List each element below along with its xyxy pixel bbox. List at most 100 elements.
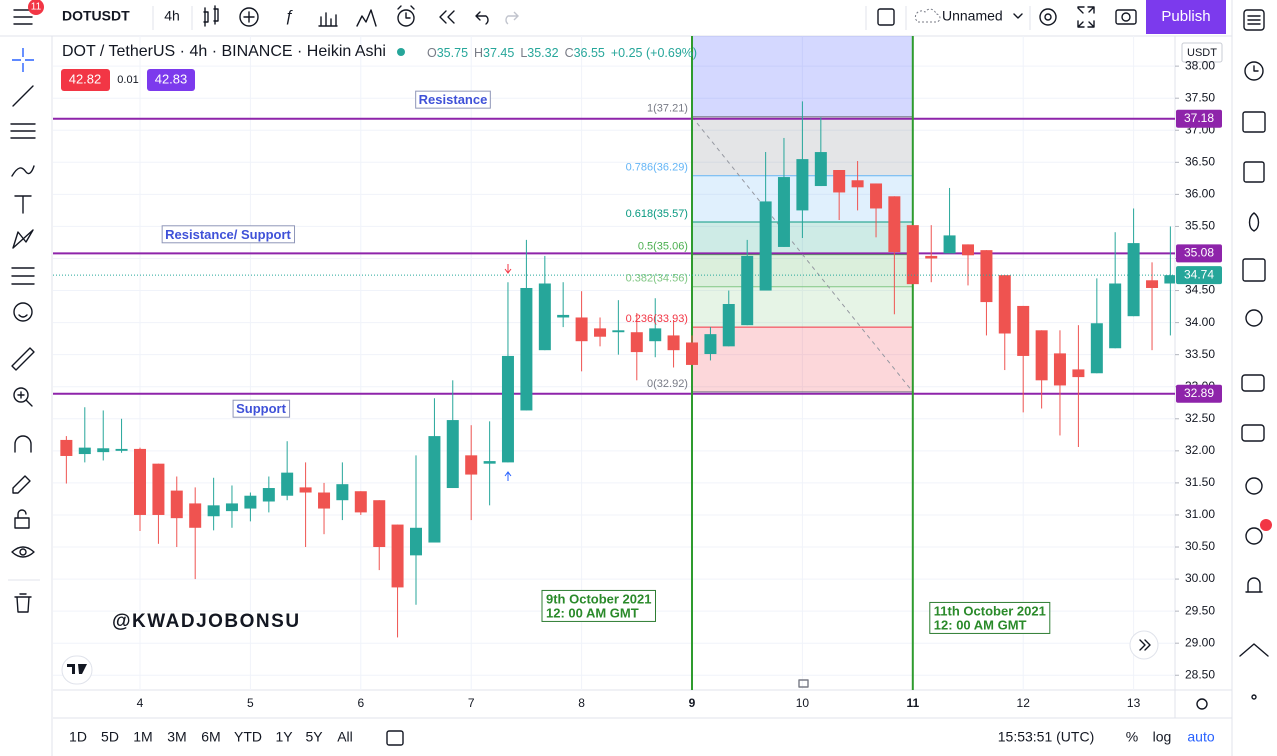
hotlist-button[interactable] [1248, 212, 1260, 232]
fib-tool[interactable] [10, 123, 36, 139]
crosshair-tool[interactable] [12, 48, 34, 72]
axis-settings[interactable] [1196, 698, 1208, 710]
x-tick-label: 7 [468, 696, 475, 710]
range-button[interactable]: 1Y [275, 729, 293, 745]
x-tick-label: 10 [796, 696, 810, 710]
log-toggle[interactable]: log [1153, 729, 1172, 745]
messages-button[interactable] [1241, 424, 1265, 442]
hide-panel-button[interactable] [1239, 643, 1269, 657]
y-tick-label: 38.00 [1185, 58, 1215, 72]
chart-type-button[interactable] [203, 5, 219, 27]
alerts-button[interactable] [1244, 61, 1264, 81]
news-button[interactable] [1242, 111, 1266, 133]
candle-body [115, 448, 128, 451]
symbol-search[interactable]: DOTUSDT [62, 8, 130, 24]
range-button[interactable]: All [337, 729, 353, 745]
ohlc-key: C [565, 46, 574, 60]
magnet-tool[interactable] [14, 435, 32, 453]
badge-count: 11 [31, 2, 42, 13]
candle-body [998, 275, 1011, 334]
pattern-tool[interactable] [12, 229, 34, 249]
icons-tool[interactable] [13, 302, 33, 322]
sell-button[interactable] [61, 69, 110, 91]
line-label: Resistance [419, 92, 488, 107]
range-button[interactable]: 1M [133, 729, 152, 745]
scroll-button[interactable] [1129, 630, 1159, 660]
calendar-list-button[interactable] [1243, 161, 1265, 183]
compare-button[interactable] [239, 7, 259, 27]
measure-tool[interactable] [11, 347, 35, 371]
calendar-button[interactable] [1242, 258, 1266, 282]
templates-button[interactable] [356, 9, 377, 27]
notifications-button[interactable] [1245, 577, 1263, 593]
candle-body [133, 448, 146, 515]
range-button[interactable]: 5Y [305, 729, 323, 745]
fullscreen-button[interactable] [1077, 6, 1095, 28]
lock-tool[interactable] [14, 517, 30, 529]
y-tick-label: 31.50 [1185, 475, 1215, 489]
candle-body [870, 183, 883, 209]
settings-button[interactable] [1039, 8, 1057, 26]
brush-tool[interactable] [11, 165, 35, 177]
candle-body [520, 287, 533, 411]
y-tick-label: 32.50 [1185, 411, 1215, 425]
y-tick-label: 37.50 [1185, 90, 1215, 104]
publish-label[interactable]: Publish [1161, 8, 1210, 25]
undo-button[interactable] [475, 11, 489, 25]
redo-button[interactable] [505, 11, 519, 25]
candle-body [1127, 243, 1140, 317]
text-tool[interactable] [14, 195, 32, 214]
streams-button[interactable] [1245, 527, 1263, 545]
financials-button[interactable] [318, 12, 338, 27]
buy-button[interactable] [147, 69, 195, 91]
currency: USDT [1187, 47, 1217, 59]
chats-button[interactable] [1241, 374, 1265, 392]
candle-body [777, 177, 790, 247]
top-toolbar: 11 DOTUSDT 4h ƒ Unnamed Publish [0, 0, 1232, 37]
replay-button[interactable] [439, 10, 455, 24]
candle-body [925, 255, 938, 259]
goto-date-button[interactable] [386, 730, 404, 746]
candle-body [336, 484, 349, 501]
percent-toggle[interactable]: % [1126, 729, 1138, 745]
hide-tool[interactable] [11, 546, 35, 558]
interval-button[interactable]: 4h [164, 8, 180, 24]
badge [28, 0, 44, 15]
publish-button[interactable] [1146, 0, 1226, 34]
snapshot-button[interactable] [1115, 9, 1137, 25]
line-label: Resistance/ Support [165, 227, 291, 242]
ask-price[interactable]: 42.83 [155, 71, 188, 86]
range-button[interactable]: YTD [234, 729, 262, 745]
layout-dropdown[interactable] [1013, 13, 1023, 19]
zoom-tool[interactable] [13, 387, 29, 403]
date-annotation-box [541, 589, 656, 622]
candle-body [1109, 283, 1122, 349]
indicators-icon[interactable]: ƒ [285, 8, 294, 25]
alert-button[interactable] [397, 9, 415, 27]
candle-body [980, 250, 993, 303]
more-button[interactable] [1251, 694, 1257, 700]
fib-label: 1(37.21) [647, 103, 688, 115]
ideas-button[interactable] [1245, 309, 1263, 327]
candle-body [391, 524, 404, 588]
range-button[interactable]: 3M [167, 729, 186, 745]
range-button[interactable]: 5D [101, 729, 119, 745]
y-tick-label: 36.50 [1185, 154, 1215, 168]
range-button[interactable]: 6M [201, 729, 220, 745]
trend-line-tool[interactable] [12, 85, 34, 107]
prediction-tool[interactable] [11, 267, 35, 285]
watchlist-button[interactable] [1243, 9, 1265, 31]
range-button[interactable]: 1D [69, 729, 87, 745]
line-label-box [232, 399, 291, 418]
drawing-mode-tool[interactable] [12, 475, 31, 494]
delete-tool[interactable] [14, 593, 32, 613]
candle-body [189, 503, 202, 528]
ohlc-value: 36.55 [574, 46, 605, 60]
bid-price[interactable]: 42.82 [69, 71, 102, 86]
auto-toggle[interactable]: auto [1187, 729, 1214, 745]
layout-name[interactable]: Unnamed [942, 8, 1003, 24]
ideas-stream-button[interactable] [1245, 477, 1263, 495]
select-button[interactable] [877, 8, 895, 26]
